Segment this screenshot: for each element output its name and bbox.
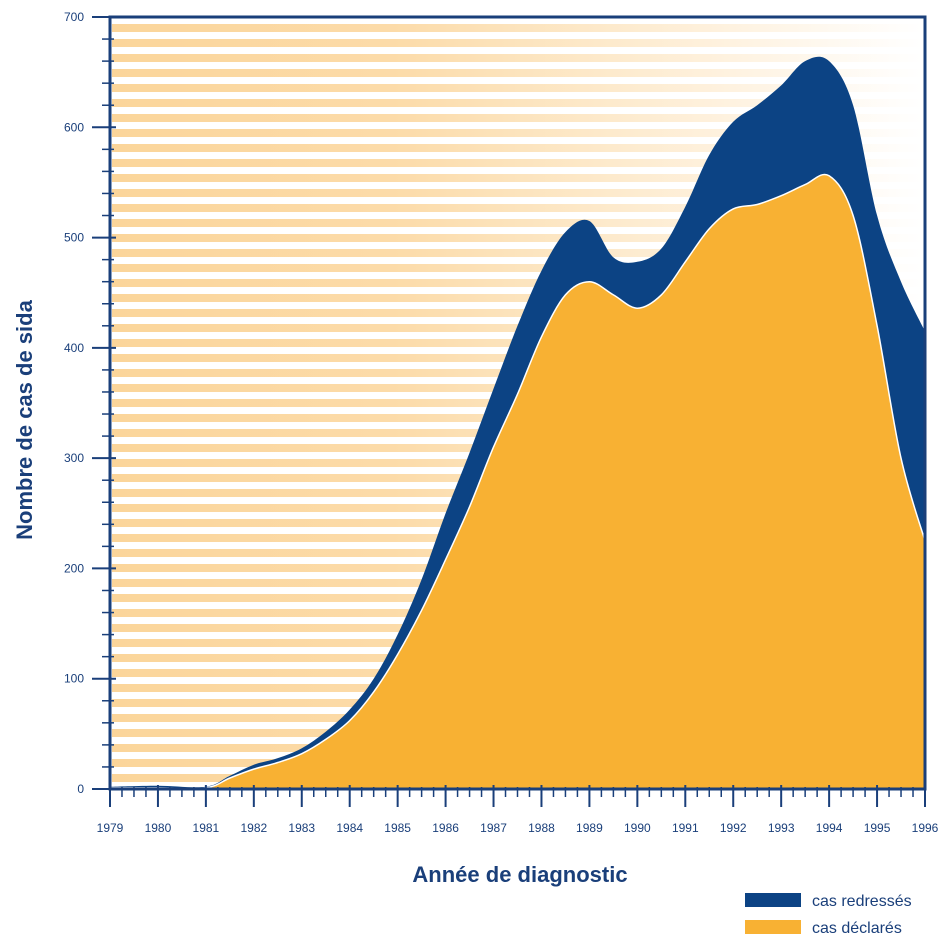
legend-swatch-redresses: [745, 893, 801, 907]
x-axis: 1979 1980 1981 1982 1983 1984 1985 1986 1987 1988…: [97, 785, 939, 835]
y-tick-label-0: 0: [77, 782, 84, 796]
stripe-5: [112, 99, 923, 107]
legend-label-declares: cas déclarés: [812, 920, 902, 937]
legend-label-redresses: cas redressés: [812, 893, 912, 910]
stripe-17: [112, 279, 923, 287]
x-tick-label-1979: 1979: [97, 821, 124, 835]
y-axis-title: Nombre de cas de sida: [12, 299, 37, 539]
stripe-15: [112, 249, 923, 257]
stripe-11: [112, 189, 923, 197]
stripe-8: [112, 144, 923, 152]
y-tick-label-200: 200: [64, 561, 84, 575]
y-tick-label-700: 700: [64, 10, 84, 24]
stripe-18: [112, 294, 923, 302]
x-tick-label-1991: 1991: [672, 821, 699, 835]
stripe-1: [112, 39, 923, 47]
x-tick-label-1993: 1993: [768, 821, 795, 835]
line-cas-declares: [109, 173, 926, 790]
stripe-16: [112, 264, 923, 272]
y-tick-label-400: 400: [64, 341, 84, 355]
stripe-3: [112, 69, 923, 77]
x-tick-label-1983: 1983: [288, 821, 315, 835]
stripe-19: [112, 309, 923, 317]
y-tick-label-600: 600: [64, 120, 84, 134]
stripe-12: [112, 204, 923, 212]
x-tick-label-1982: 1982: [240, 821, 267, 835]
x-tick-label-1981: 1981: [193, 821, 220, 835]
legend-swatch-declares: [745, 920, 801, 934]
y-axis: 0 100 200 300 400 500 600 700: [64, 10, 116, 796]
x-tick-label-1980: 1980: [145, 821, 172, 835]
x-tick-label-1988: 1988: [528, 821, 555, 835]
stripe-0: [112, 24, 923, 32]
y-tick-label-300: 300: [64, 451, 84, 465]
y-tick-label-500: 500: [64, 231, 84, 245]
x-tick-label-1985: 1985: [384, 821, 411, 835]
stripe-13: [112, 219, 923, 227]
stripe-2: [112, 54, 923, 62]
x-tick-label-1986: 1986: [432, 821, 459, 835]
x-tick-label-1992: 1992: [720, 821, 747, 835]
legend: cas redressés cas déclarés: [745, 893, 912, 937]
stripe-9: [112, 159, 923, 167]
area-series: [109, 56, 926, 790]
x-tick-label-1989: 1989: [576, 821, 603, 835]
stripe-6: [112, 114, 923, 122]
area-cas-declares: [110, 174, 925, 789]
stripe-4: [112, 84, 923, 92]
x-tick-label-1994: 1994: [816, 821, 843, 835]
x-tick-label-1990: 1990: [624, 821, 651, 835]
x-tick-label-1984: 1984: [336, 821, 363, 835]
y-tick-label-100: 100: [64, 672, 84, 686]
stripe-7: [112, 129, 923, 137]
x-tick-label-1995: 1995: [864, 821, 891, 835]
x-tick-label-1987: 1987: [480, 821, 507, 835]
x-axis-title: Année de diagnostic: [412, 862, 627, 887]
stripe-10: [112, 174, 923, 182]
x-tick-label-1996: 1996: [912, 821, 939, 835]
stripe-14: [112, 234, 923, 242]
